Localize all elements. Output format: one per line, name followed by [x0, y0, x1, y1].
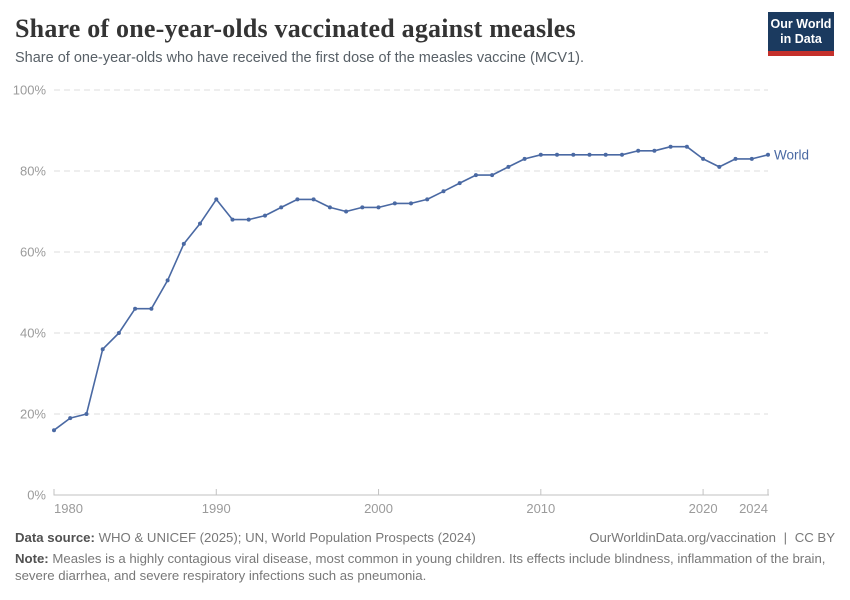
note-line: Note: Measles is a highly contagious vir…: [15, 550, 835, 584]
world-series-line[interactable]: [53, 145, 769, 431]
data-point-marker[interactable]: [230, 217, 235, 222]
data-point-marker[interactable]: [344, 209, 349, 214]
x-axis-tick-label: 2000: [364, 501, 393, 516]
data-point-marker[interactable]: [311, 197, 316, 202]
data-point-marker[interactable]: [100, 347, 105, 352]
data-point-marker[interactable]: [116, 331, 121, 335]
data-point-marker[interactable]: [684, 144, 689, 149]
owid-logo[interactable]: Our World in Data: [768, 12, 834, 56]
data-point-marker[interactable]: [425, 197, 430, 202]
x-axis-tick-label: 1990: [202, 501, 231, 516]
data-point-marker[interactable]: [198, 221, 202, 226]
x-axis-tick-label: 1980: [54, 501, 83, 516]
data-point-marker[interactable]: [587, 152, 592, 157]
data-point-marker[interactable]: [636, 148, 641, 153]
data-point-marker[interactable]: [165, 278, 170, 283]
data-point-marker[interactable]: [555, 152, 559, 157]
data-point-marker[interactable]: [603, 152, 608, 157]
data-point-marker[interactable]: [652, 148, 657, 153]
data-point-marker[interactable]: [263, 213, 267, 218]
data-point-marker[interactable]: [749, 156, 754, 161]
data-point-marker[interactable]: [522, 156, 527, 161]
data-point-marker[interactable]: [360, 205, 365, 210]
data-source-line: Data source: WHO & UNICEF (2025); UN, Wo…: [15, 529, 476, 546]
note-text: Measles is a highly contagious viral dis…: [15, 551, 826, 583]
data-point-marker[interactable]: [52, 428, 56, 433]
attribution-line: OurWorldinData.org/vaccination | CC BY: [589, 529, 835, 546]
license-text: CC BY: [794, 530, 835, 545]
data-point-marker[interactable]: [246, 217, 251, 222]
x-axis-tick-label: 2024: [739, 501, 768, 516]
data-source-label: Data source:: [15, 530, 95, 545]
y-axis-tick-label: 100%: [13, 83, 47, 98]
data-point-marker[interactable]: [701, 156, 706, 161]
y-axis-tick-label: 0%: [27, 488, 46, 503]
data-point-marker[interactable]: [506, 164, 511, 169]
data-point-marker[interactable]: [538, 152, 543, 157]
series-end-label[interactable]: World: [774, 147, 809, 162]
data-point-marker[interactable]: [766, 152, 770, 157]
chart-subtitle: Share of one-year-olds who have received…: [15, 50, 584, 66]
note-label: Note:: [15, 551, 49, 566]
data-point-marker[interactable]: [149, 306, 154, 311]
page-title: Share of one-year-olds vaccinated agains…: [15, 14, 576, 43]
data-point-marker[interactable]: [392, 201, 397, 206]
data-point-marker[interactable]: [279, 205, 284, 210]
data-point-marker[interactable]: [327, 205, 332, 210]
data-point-marker[interactable]: [668, 144, 673, 149]
chart-footer: Data source: WHO & UNICEF (2025); UN, Wo…: [15, 529, 835, 584]
owid-logo-line2: in Data: [780, 32, 822, 46]
x-axis-tick-label: 2010: [526, 501, 555, 516]
owid-logo-line1: Our World: [770, 17, 832, 31]
y-axis-tick-label: 20%: [20, 407, 46, 422]
y-axis-tick-label: 40%: [20, 326, 46, 341]
data-point-marker[interactable]: [376, 205, 381, 210]
y-axis-tick-label: 80%: [20, 164, 46, 179]
data-point-marker[interactable]: [84, 412, 89, 416]
data-point-marker[interactable]: [409, 201, 413, 206]
data-point-marker[interactable]: [457, 181, 462, 186]
owid-link[interactable]: OurWorldinData.org/vaccination: [589, 530, 776, 545]
data-point-marker[interactable]: [733, 156, 738, 161]
attribution-separator: |: [783, 530, 788, 545]
data-source-text: WHO & UNICEF (2025); UN, World Populatio…: [98, 530, 476, 545]
data-point-marker[interactable]: [214, 197, 219, 202]
data-point-marker[interactable]: [133, 306, 138, 311]
data-point-marker[interactable]: [473, 173, 478, 178]
x-axis-tick-label: 2020: [689, 501, 718, 516]
data-point-marker[interactable]: [181, 241, 186, 246]
y-axis-tick-label: 60%: [20, 245, 46, 260]
data-point-marker[interactable]: [490, 173, 495, 178]
data-point-marker[interactable]: [441, 189, 446, 194]
data-point-marker[interactable]: [571, 152, 576, 157]
data-point-marker[interactable]: [620, 152, 624, 157]
data-point-marker[interactable]: [68, 416, 73, 421]
data-point-marker[interactable]: [717, 164, 722, 169]
data-point-marker[interactable]: [295, 197, 300, 202]
